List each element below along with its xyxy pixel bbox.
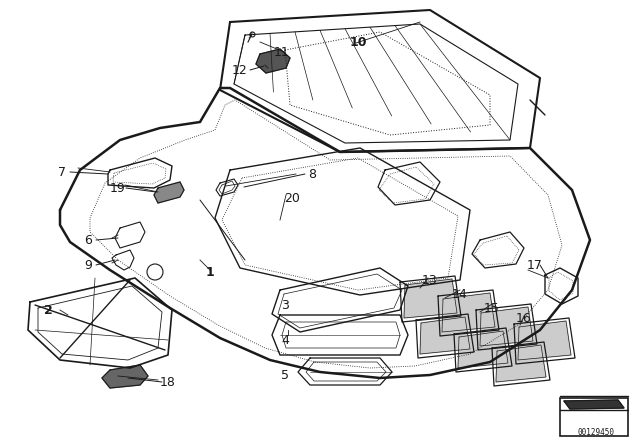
- Text: 11: 11: [274, 46, 290, 59]
- Polygon shape: [404, 279, 457, 318]
- Text: 4: 4: [281, 333, 289, 346]
- Polygon shape: [102, 365, 148, 388]
- Text: 9: 9: [84, 258, 92, 271]
- Polygon shape: [496, 345, 546, 382]
- Text: 15: 15: [484, 302, 500, 314]
- Polygon shape: [564, 400, 624, 409]
- Text: 7: 7: [58, 165, 66, 178]
- Polygon shape: [518, 321, 571, 360]
- Polygon shape: [420, 317, 470, 354]
- Polygon shape: [154, 182, 184, 203]
- Text: 20: 20: [284, 191, 300, 204]
- Polygon shape: [458, 331, 508, 368]
- Text: 5: 5: [281, 369, 289, 382]
- Text: 18: 18: [160, 375, 176, 388]
- Polygon shape: [256, 49, 290, 73]
- Text: 10: 10: [349, 35, 367, 48]
- Text: 19: 19: [110, 181, 126, 194]
- Text: 14: 14: [452, 288, 468, 301]
- Text: 6: 6: [84, 233, 92, 246]
- Text: 12: 12: [232, 64, 248, 77]
- Polygon shape: [442, 293, 495, 332]
- Text: 13: 13: [422, 273, 438, 287]
- Text: 2: 2: [44, 303, 52, 316]
- Text: 1: 1: [205, 266, 214, 279]
- Text: 3: 3: [281, 298, 289, 311]
- Text: 17: 17: [527, 258, 543, 271]
- Polygon shape: [480, 307, 533, 346]
- FancyBboxPatch shape: [560, 398, 628, 436]
- Text: 16: 16: [516, 311, 532, 324]
- Text: 8: 8: [308, 168, 316, 181]
- Text: 00129450: 00129450: [577, 427, 614, 436]
